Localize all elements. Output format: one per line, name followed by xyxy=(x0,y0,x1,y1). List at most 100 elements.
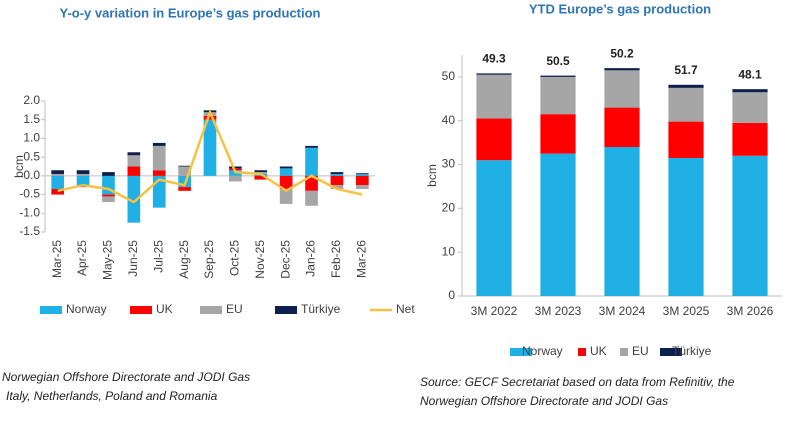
source-note: Italy, Netherlands, Poland and Romania xyxy=(6,389,218,403)
y-tick-label: 40 xyxy=(442,113,456,127)
bar-segment xyxy=(279,168,293,176)
total-label: 48.1 xyxy=(738,67,762,81)
bar-segment xyxy=(51,170,65,174)
legend-label: EU xyxy=(632,344,649,358)
bar-segment xyxy=(76,173,90,176)
bar-segment xyxy=(279,175,293,189)
bar-segment xyxy=(476,118,512,161)
bar-segment xyxy=(51,175,65,189)
legend-swatch xyxy=(510,348,532,356)
net-line xyxy=(57,108,363,204)
bar-segment xyxy=(732,122,768,156)
legend-label: Türkiye xyxy=(301,302,341,316)
legend-label: Norway xyxy=(66,302,107,316)
source-note: Norwegian Offshore Directorate and JODI … xyxy=(420,394,668,408)
bar-segment xyxy=(668,157,704,296)
bar-segment xyxy=(76,175,90,186)
y-tick-label: 10 xyxy=(442,244,456,258)
total-label: 49.3 xyxy=(482,52,506,66)
bar-segment xyxy=(178,187,191,191)
y-tick-label: 1.0 xyxy=(23,131,40,145)
bar-segment xyxy=(178,165,191,167)
x-tick-label: Nov-25 xyxy=(253,240,267,279)
bar-segment xyxy=(330,185,344,189)
bar-segment xyxy=(203,115,217,120)
y-tick-label: 20 xyxy=(442,201,456,215)
y-tick-label: -1.0 xyxy=(19,205,40,219)
bar-segment xyxy=(305,147,318,176)
y-tick-label: 0 xyxy=(448,288,455,302)
bar-segment xyxy=(279,188,293,204)
bar-segment xyxy=(305,145,318,148)
bar-segment xyxy=(732,92,768,123)
legend-swatch xyxy=(578,348,586,356)
bar-segment xyxy=(476,74,512,119)
x-tick-label: Sep-25 xyxy=(202,240,216,279)
bar-segment xyxy=(355,185,369,189)
bar-segment xyxy=(604,107,640,148)
x-tick-label: Aug-25 xyxy=(177,240,191,279)
legend-swatch xyxy=(275,306,297,314)
legend-label: EU xyxy=(226,302,243,316)
bar-segment xyxy=(355,173,369,176)
bar-segment xyxy=(330,175,344,186)
bar-segment xyxy=(476,73,512,75)
legend-swatch xyxy=(40,306,62,314)
bar-segment xyxy=(604,147,640,296)
bar-segment xyxy=(127,155,141,167)
x-tick-label: May-25 xyxy=(101,240,115,280)
y-tick-label: -0.5 xyxy=(19,187,40,201)
bar-segment xyxy=(732,89,768,93)
bar-segment xyxy=(51,188,65,195)
bar-segment xyxy=(604,68,640,71)
bar-segment xyxy=(178,166,191,176)
y-tick-label: -1.5 xyxy=(19,224,40,238)
legend-label: Net xyxy=(396,302,415,316)
bar-segment xyxy=(305,190,318,206)
chart-title: Y-o-y variation in Europe’s gas producti… xyxy=(60,5,321,20)
x-tick-label: Jul-25 xyxy=(151,240,165,273)
y-tick-label: 30 xyxy=(442,157,456,171)
x-tick-label: Jan-26 xyxy=(304,240,318,277)
x-tick-label: 3M 2022 xyxy=(471,304,518,318)
y-tick-label: 0.0 xyxy=(23,168,40,182)
y-axis-label: bcm xyxy=(425,164,439,187)
legend-swatch xyxy=(200,306,222,314)
x-tick-label: Mar-26 xyxy=(354,240,368,278)
x-tick-label: Dec-25 xyxy=(278,240,292,279)
bar-segment xyxy=(203,119,217,176)
bar-segment xyxy=(476,160,512,296)
x-tick-label: Mar-25 xyxy=(50,240,64,278)
x-tick-label: 3M 2026 xyxy=(727,304,774,318)
bar-segment xyxy=(76,170,90,174)
bar-segment xyxy=(127,175,141,223)
bar-segment xyxy=(540,75,576,77)
total-label: 50.5 xyxy=(546,54,570,68)
x-tick-label: Jun-25 xyxy=(126,240,140,277)
legend-swatch xyxy=(620,348,628,356)
bar-segment xyxy=(330,172,344,174)
y-tick-label: 0.5 xyxy=(23,149,40,163)
legend-swatch xyxy=(130,306,152,314)
bar-segment xyxy=(127,166,141,176)
bar-segment xyxy=(254,170,268,173)
legend-swatch xyxy=(660,348,682,356)
total-label: 51.7 xyxy=(674,63,698,77)
legend-label: UK xyxy=(590,344,607,358)
y-tick-label: 50 xyxy=(442,69,456,83)
bar-segment xyxy=(330,173,344,176)
x-tick-label: Feb-26 xyxy=(329,240,343,278)
bar-segment xyxy=(540,114,576,154)
x-tick-label: 3M 2025 xyxy=(663,304,710,318)
legend-label: Türkiye xyxy=(672,344,712,358)
total-label: 50.2 xyxy=(610,46,634,60)
x-tick-label: Apr-25 xyxy=(75,240,89,276)
bar-segment xyxy=(668,121,704,158)
bar-segment xyxy=(102,194,115,197)
bar-segment xyxy=(732,155,768,296)
bar-segment xyxy=(51,173,65,176)
bar-segment xyxy=(540,76,576,115)
legend-label: UK xyxy=(156,302,173,316)
bar-segment xyxy=(152,145,166,171)
